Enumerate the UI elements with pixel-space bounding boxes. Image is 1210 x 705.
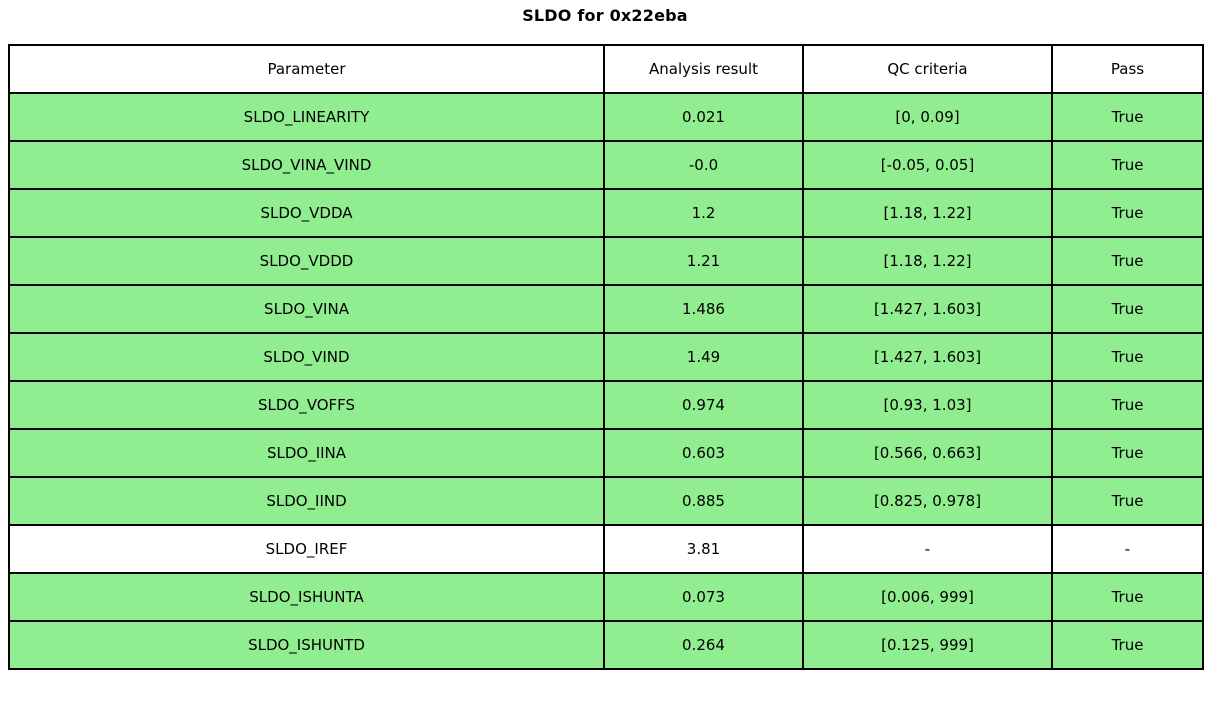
cell-pass: True [1051, 140, 1204, 190]
cell-parameter: SLDO_VINA [8, 284, 605, 334]
cell-qc-criteria: [0.125, 999] [802, 620, 1053, 670]
table-row: SLDO_VINA_VIND -0.0 [-0.05, 0.05] True [8, 140, 1204, 190]
qc-results-table: Parameter Analysis result QC criteria Pa… [8, 44, 1204, 670]
cell-pass: - [1051, 524, 1204, 574]
chart-title: SLDO for 0x22eba [522, 6, 688, 25]
cell-parameter: SLDO_VDDA [8, 188, 605, 238]
cell-pass: True [1051, 620, 1204, 670]
column-header-parameter: Parameter [8, 44, 605, 94]
cell-analysis-result: 0.603 [603, 428, 804, 478]
cell-parameter: SLDO_VINA_VIND [8, 140, 605, 190]
cell-parameter: SLDO_LINEARITY [8, 92, 605, 142]
cell-pass: True [1051, 380, 1204, 430]
cell-analysis-result: 1.49 [603, 332, 804, 382]
table-row: SLDO_VDDA 1.2 [1.18, 1.22] True [8, 188, 1204, 238]
cell-parameter: SLDO_ISHUNTA [8, 572, 605, 622]
cell-parameter: SLDO_IINA [8, 428, 605, 478]
cell-analysis-result: 0.021 [603, 92, 804, 142]
cell-qc-criteria: [0.825, 0.978] [802, 476, 1053, 526]
cell-analysis-result: 1.486 [603, 284, 804, 334]
table-row: SLDO_VDDD 1.21 [1.18, 1.22] True [8, 236, 1204, 286]
cell-analysis-result: -0.0 [603, 140, 804, 190]
cell-qc-criteria: [1.427, 1.603] [802, 284, 1053, 334]
cell-pass: True [1051, 572, 1204, 622]
cell-analysis-result: 3.81 [603, 524, 804, 574]
cell-qc-criteria: [1.18, 1.22] [802, 236, 1053, 286]
table-row: SLDO_ISHUNTA 0.073 [0.006, 999] True [8, 572, 1204, 622]
cell-pass: True [1051, 236, 1204, 286]
cell-parameter: SLDO_IREF [8, 524, 605, 574]
cell-qc-criteria: [0.006, 999] [802, 572, 1053, 622]
column-header-pass: Pass [1051, 44, 1204, 94]
table-row: SLDO_IIND 0.885 [0.825, 0.978] True [8, 476, 1204, 526]
cell-parameter: SLDO_VOFFS [8, 380, 605, 430]
table-row: SLDO_ISHUNTD 0.264 [0.125, 999] True [8, 620, 1204, 670]
cell-analysis-result: 0.974 [603, 380, 804, 430]
table-row: SLDO_VIND 1.49 [1.427, 1.603] True [8, 332, 1204, 382]
column-header-qc-criteria: QC criteria [802, 44, 1053, 94]
header-row: Parameter Analysis result QC criteria Pa… [8, 44, 1204, 94]
column-header-analysis-result: Analysis result [603, 44, 804, 94]
cell-qc-criteria: [0, 0.09] [802, 92, 1053, 142]
cell-analysis-result: 0.073 [603, 572, 804, 622]
cell-qc-criteria: [1.427, 1.603] [802, 332, 1053, 382]
cell-pass: True [1051, 92, 1204, 142]
cell-analysis-result: 0.264 [603, 620, 804, 670]
table-body: SLDO_LINEARITY 0.021 [0, 0.09] True SLDO_VIN… [8, 92, 1204, 670]
cell-parameter: SLDO_VDDD [8, 236, 605, 286]
cell-analysis-result: 0.885 [603, 476, 804, 526]
table-row: SLDO_IINA 0.603 [0.566, 0.663] True [8, 428, 1204, 478]
table-row: SLDO_LINEARITY 0.021 [0, 0.09] True [8, 92, 1204, 142]
cell-qc-criteria: [-0.05, 0.05] [802, 140, 1053, 190]
cell-analysis-result: 1.21 [603, 236, 804, 286]
cell-parameter: SLDO_ISHUNTD [8, 620, 605, 670]
cell-analysis-result: 1.2 [603, 188, 804, 238]
cell-qc-criteria: - [802, 524, 1053, 574]
cell-pass: True [1051, 332, 1204, 382]
cell-pass: True [1051, 188, 1204, 238]
cell-pass: True [1051, 428, 1204, 478]
cell-parameter: SLDO_VIND [8, 332, 605, 382]
cell-qc-criteria: [1.18, 1.22] [802, 188, 1053, 238]
cell-pass: True [1051, 284, 1204, 334]
table-row: SLDO_IREF 3.81- - [8, 524, 1204, 574]
cell-qc-criteria: [0.566, 0.663] [802, 428, 1053, 478]
cell-parameter: SLDO_IIND [8, 476, 605, 526]
cell-qc-criteria: [0.93, 1.03] [802, 380, 1053, 430]
table-row: SLDO_VINA 1.486 [1.427, 1.603] True [8, 284, 1204, 334]
table-row: SLDO_VOFFS 0.974 [0.93, 1.03] True [8, 380, 1204, 430]
cell-pass: True [1051, 476, 1204, 526]
